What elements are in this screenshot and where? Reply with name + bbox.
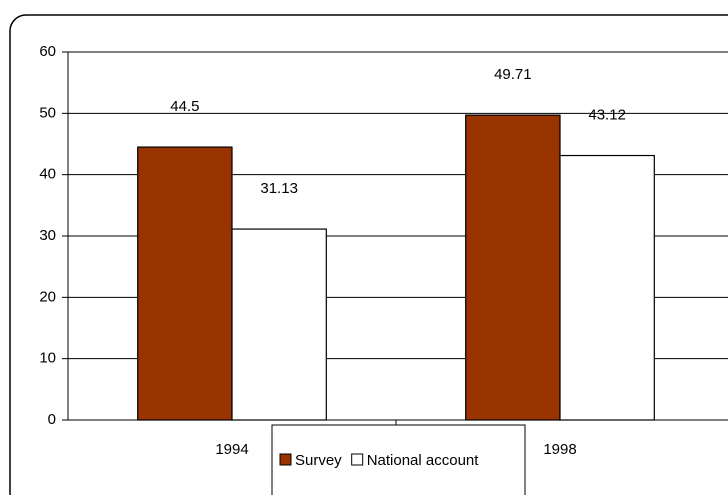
bar [559,154,655,421]
x-tick-label: 1994 [215,441,248,458]
y-tick-label: 30 [39,227,56,244]
value-label: 49.71 [494,66,532,83]
value-label: 43.12 [588,106,626,123]
legend-label: National account [367,452,480,469]
legend-box [271,424,526,495]
y-tick-label: 40 [39,166,56,183]
bar [137,146,233,421]
legend: Survey National account [271,424,526,495]
y-tick-label: 20 [39,288,56,305]
value-label: 31.13 [260,180,298,197]
legend-swatch [351,453,364,466]
y-tick-label: 10 [39,350,56,367]
bar [465,114,561,421]
x-tick-label: 1998 [543,441,576,458]
y-tick-label: 60 [39,43,56,60]
value-label: 44.5 [170,98,199,115]
legend-label: Survey [295,452,342,469]
y-tick-label: 50 [39,104,56,121]
legend-swatch [279,453,292,466]
bar [231,228,327,421]
y-tick-label: 0 [48,411,56,428]
